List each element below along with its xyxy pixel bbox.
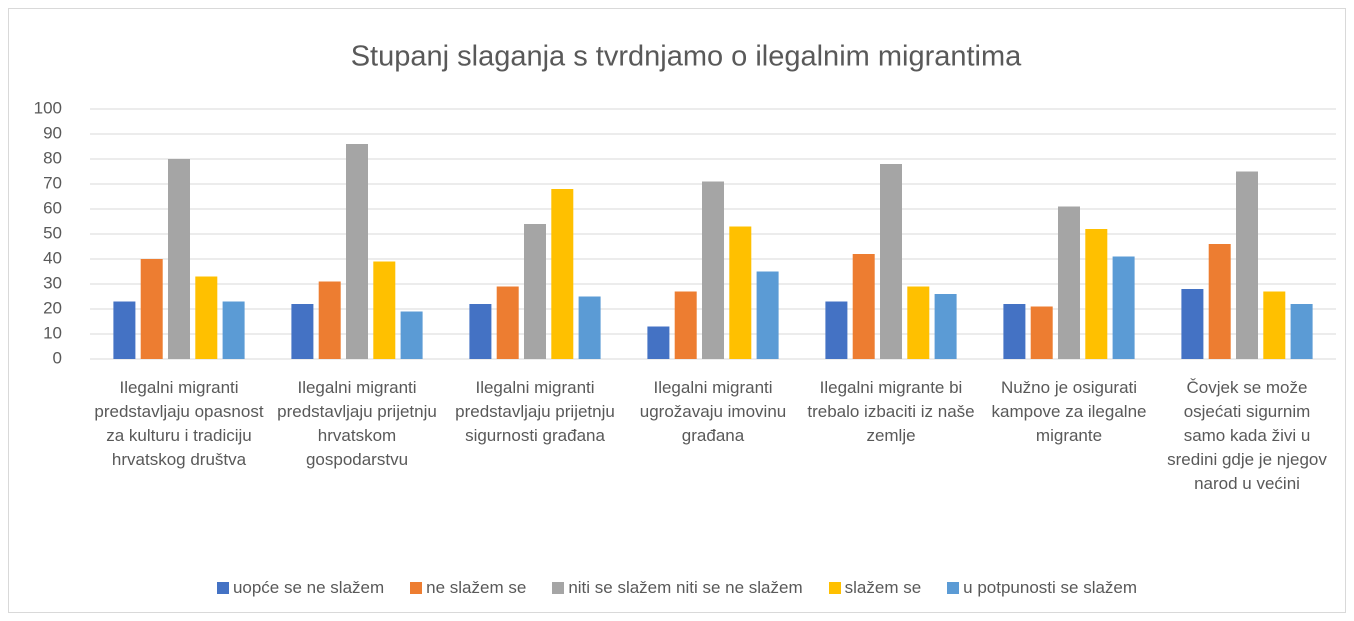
bar <box>647 326 670 359</box>
x-tick-label: Ilegalni migrante bi trebalo izbaciti iz… <box>807 378 975 445</box>
bar <box>578 296 601 359</box>
legend-label: slažem se <box>844 578 922 597</box>
legend-label: niti se slažem niti se ne slažem <box>568 578 803 597</box>
bar <box>852 254 875 359</box>
bar <box>373 261 396 359</box>
bar <box>346 144 368 359</box>
bar <box>1208 244 1231 359</box>
y-tick-label: 0 <box>53 348 62 367</box>
bar <box>222 301 245 359</box>
bar <box>674 291 697 359</box>
legend: uopće se ne slažem ne slažem se niti se sl… <box>0 578 1354 598</box>
x-tick-label: Čovjek se može osjećati sigurnim samo ka… <box>1167 378 1327 493</box>
y-tick-label: 80 <box>43 148 62 167</box>
legend-item: uopće se ne slažem <box>216 578 385 598</box>
legend-swatch <box>552 582 565 594</box>
bar <box>729 226 752 359</box>
bar <box>1112 256 1135 359</box>
y-tick-label: 20 <box>43 298 62 317</box>
bar <box>168 159 190 359</box>
bar <box>318 281 341 359</box>
bar <box>880 164 902 359</box>
y-tick-label: 100 <box>34 98 62 117</box>
bar <box>1236 171 1258 359</box>
legend-swatch <box>410 582 423 594</box>
x-tick-label: Ilegalni migranti predstavljaju prijetnj… <box>455 378 615 445</box>
bar <box>113 301 136 359</box>
x-tick-label: Ilegalni migranti predstavljaju prijetnj… <box>277 378 437 469</box>
y-tick-label: 10 <box>43 323 62 342</box>
bar <box>702 181 724 359</box>
legend-label: ne slažem se <box>426 578 527 597</box>
legend-item: niti se slažem niti se ne slažem <box>552 578 803 598</box>
x-tick-label: Nužno je osigurati kampove za ilegalne m… <box>991 378 1147 445</box>
bar <box>195 276 218 359</box>
y-tick-label: 40 <box>43 248 62 267</box>
y-tick-label: 70 <box>43 173 62 192</box>
bar <box>1058 206 1080 359</box>
legend-item: u potpunosti se slažem <box>947 578 1137 598</box>
bar <box>1003 304 1026 359</box>
legend-swatch <box>216 582 229 594</box>
chart-title: Stupanj slaganja s tvrdnjamo o ilegalnim… <box>351 41 1022 73</box>
legend-swatch <box>828 582 841 594</box>
bar <box>934 294 957 359</box>
bar <box>825 301 848 359</box>
bar <box>524 224 546 359</box>
bar <box>469 304 492 359</box>
bar <box>1263 291 1286 359</box>
bar <box>140 259 163 359</box>
legend-label: u potpunosti se slažem <box>963 578 1138 597</box>
legend-label: uopće se ne slažem <box>232 578 385 597</box>
x-tick-label: Ilegalni migranti ugrožavaju imovinu gra… <box>639 378 787 445</box>
bar <box>756 271 779 359</box>
bar <box>400 311 423 359</box>
y-tick-label: 90 <box>43 123 62 142</box>
legend-item: ne slažem se <box>410 578 526 598</box>
x-tick-label: Ilegalni migranti predstavljaju opasnost… <box>94 378 264 469</box>
y-tick-label: 30 <box>43 273 62 292</box>
bar <box>1030 306 1053 359</box>
y-tick-label: 50 <box>43 223 62 242</box>
bar <box>1290 304 1313 359</box>
bar <box>1085 229 1108 359</box>
bar <box>496 286 519 359</box>
y-tick-label: 60 <box>43 198 62 217</box>
legend-swatch <box>947 582 960 594</box>
bar <box>907 286 930 359</box>
bar <box>551 189 574 359</box>
bar <box>1181 289 1204 359</box>
bar <box>291 304 314 359</box>
legend-item: slažem se <box>828 578 922 598</box>
